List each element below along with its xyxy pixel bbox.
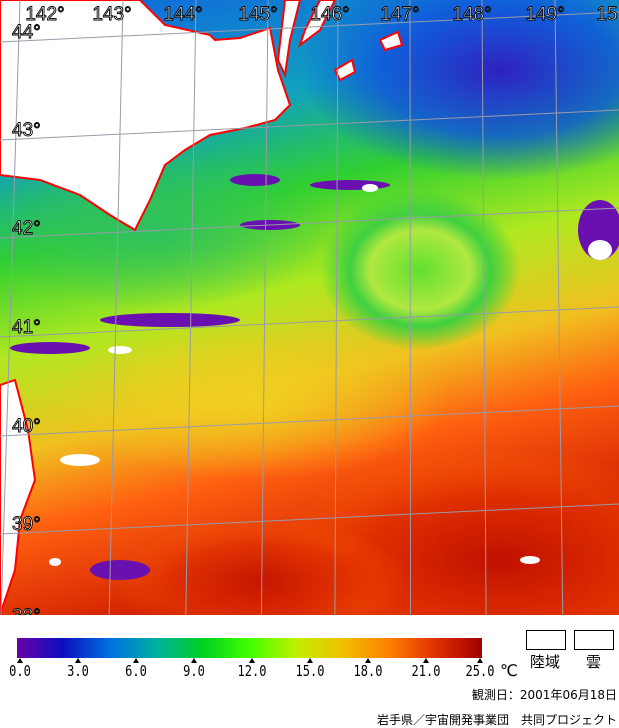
longitude-labels: 142° 143° 144° 145° 146° 147° 148° 149° 15 [25,4,618,26]
observation-date: 観測日：2001年06月18日 [471,688,617,702]
scale-tick-label: 25.0 [465,662,495,680]
longitude-label: 15 [596,4,617,25]
scale-tick-label: 15.0 [295,662,325,680]
cold-water-region [300,0,619,180]
latitude-label: 41° [12,317,41,338]
parallel-line [0,306,619,338]
scale-tick-label: 3.0 [67,662,89,680]
scale-tick-label: 6.0 [125,662,147,680]
latitude-labels: 44° 43° 42° 41° 40° 39° 38° [12,22,42,615]
kuril-island-3 [333,58,357,82]
latitude-label: 42° [12,218,41,239]
graticule [0,0,619,615]
kunashiri-island [276,0,302,79]
longitude-label: 146° [310,4,349,25]
scale-tick-label: 21.0 [411,662,441,680]
scale-tick-label: 12.0 [237,662,267,680]
latitude-label: 44° [12,22,41,43]
temperature-color-scale [17,638,482,658]
meridian-line [481,0,487,615]
scale-tick [191,658,197,663]
cloud-patches [49,184,612,566]
scale-tick [17,658,23,663]
longitude-label: 149° [525,4,564,25]
yellow-region [50,320,450,480]
longitude-label: 148° [452,4,491,25]
parallel-line [0,207,619,239]
parallel-line [0,11,619,43]
unit-label: ℃ [500,661,518,680]
meridian-line [185,0,197,615]
warm-eddy [320,190,520,350]
latitude-label: 39° [12,514,41,535]
scale-tick [249,658,255,663]
scale-tick [75,658,81,663]
parallel-line [0,503,619,535]
longitude-label: 142° [25,4,64,25]
meridian-line [0,0,21,615]
longitude-label: 143° [92,4,131,25]
longitude-label: 144° [163,4,202,25]
parallel-line [0,405,619,437]
scale-tick [365,658,371,663]
cold-streaks [10,174,619,580]
cloud-swatch [574,630,614,650]
meridian-line [108,0,124,615]
legend: 0.0 3.0 6.0 9.0 12.0 15.0 18.0 21.0 25.0 ℃ 陸域 雲 … [0,615,619,728]
scale-tick-label: 9.0 [183,662,205,680]
scale-tick-label: 18.0 [353,662,383,680]
sea-surface-temperature-map: 142° 143° 144° 145° 146° 147° 148° 149° 15 44° 43… [0,0,619,615]
scale-tick-label: 0.0 [9,662,31,680]
land-label: 陸域 [530,653,561,671]
meridian-line [409,0,411,615]
longitude-label: 145° [238,4,277,25]
longitude-label: 147° [380,4,419,25]
latitude-label: 38° [12,606,41,615]
scale-tick [477,658,483,663]
scale-tick [133,658,139,663]
meridian-line [554,0,564,615]
cloud-label: 雲 [586,653,602,671]
parallel-line [0,109,619,141]
meridian-line [260,0,269,615]
latitude-label: 43° [12,120,41,141]
kuril-island [298,0,337,48]
meridian-line [334,0,339,615]
latitude-label: 40° [12,416,41,437]
scale-tick [423,658,429,663]
honshu-land [0,378,37,615]
credit-text: 岩手県／宇宙開発事業団 共同プロジェクト [376,713,617,727]
kuril-island-2 [378,30,404,52]
land-swatch [526,630,566,650]
scale-tick [307,658,313,663]
